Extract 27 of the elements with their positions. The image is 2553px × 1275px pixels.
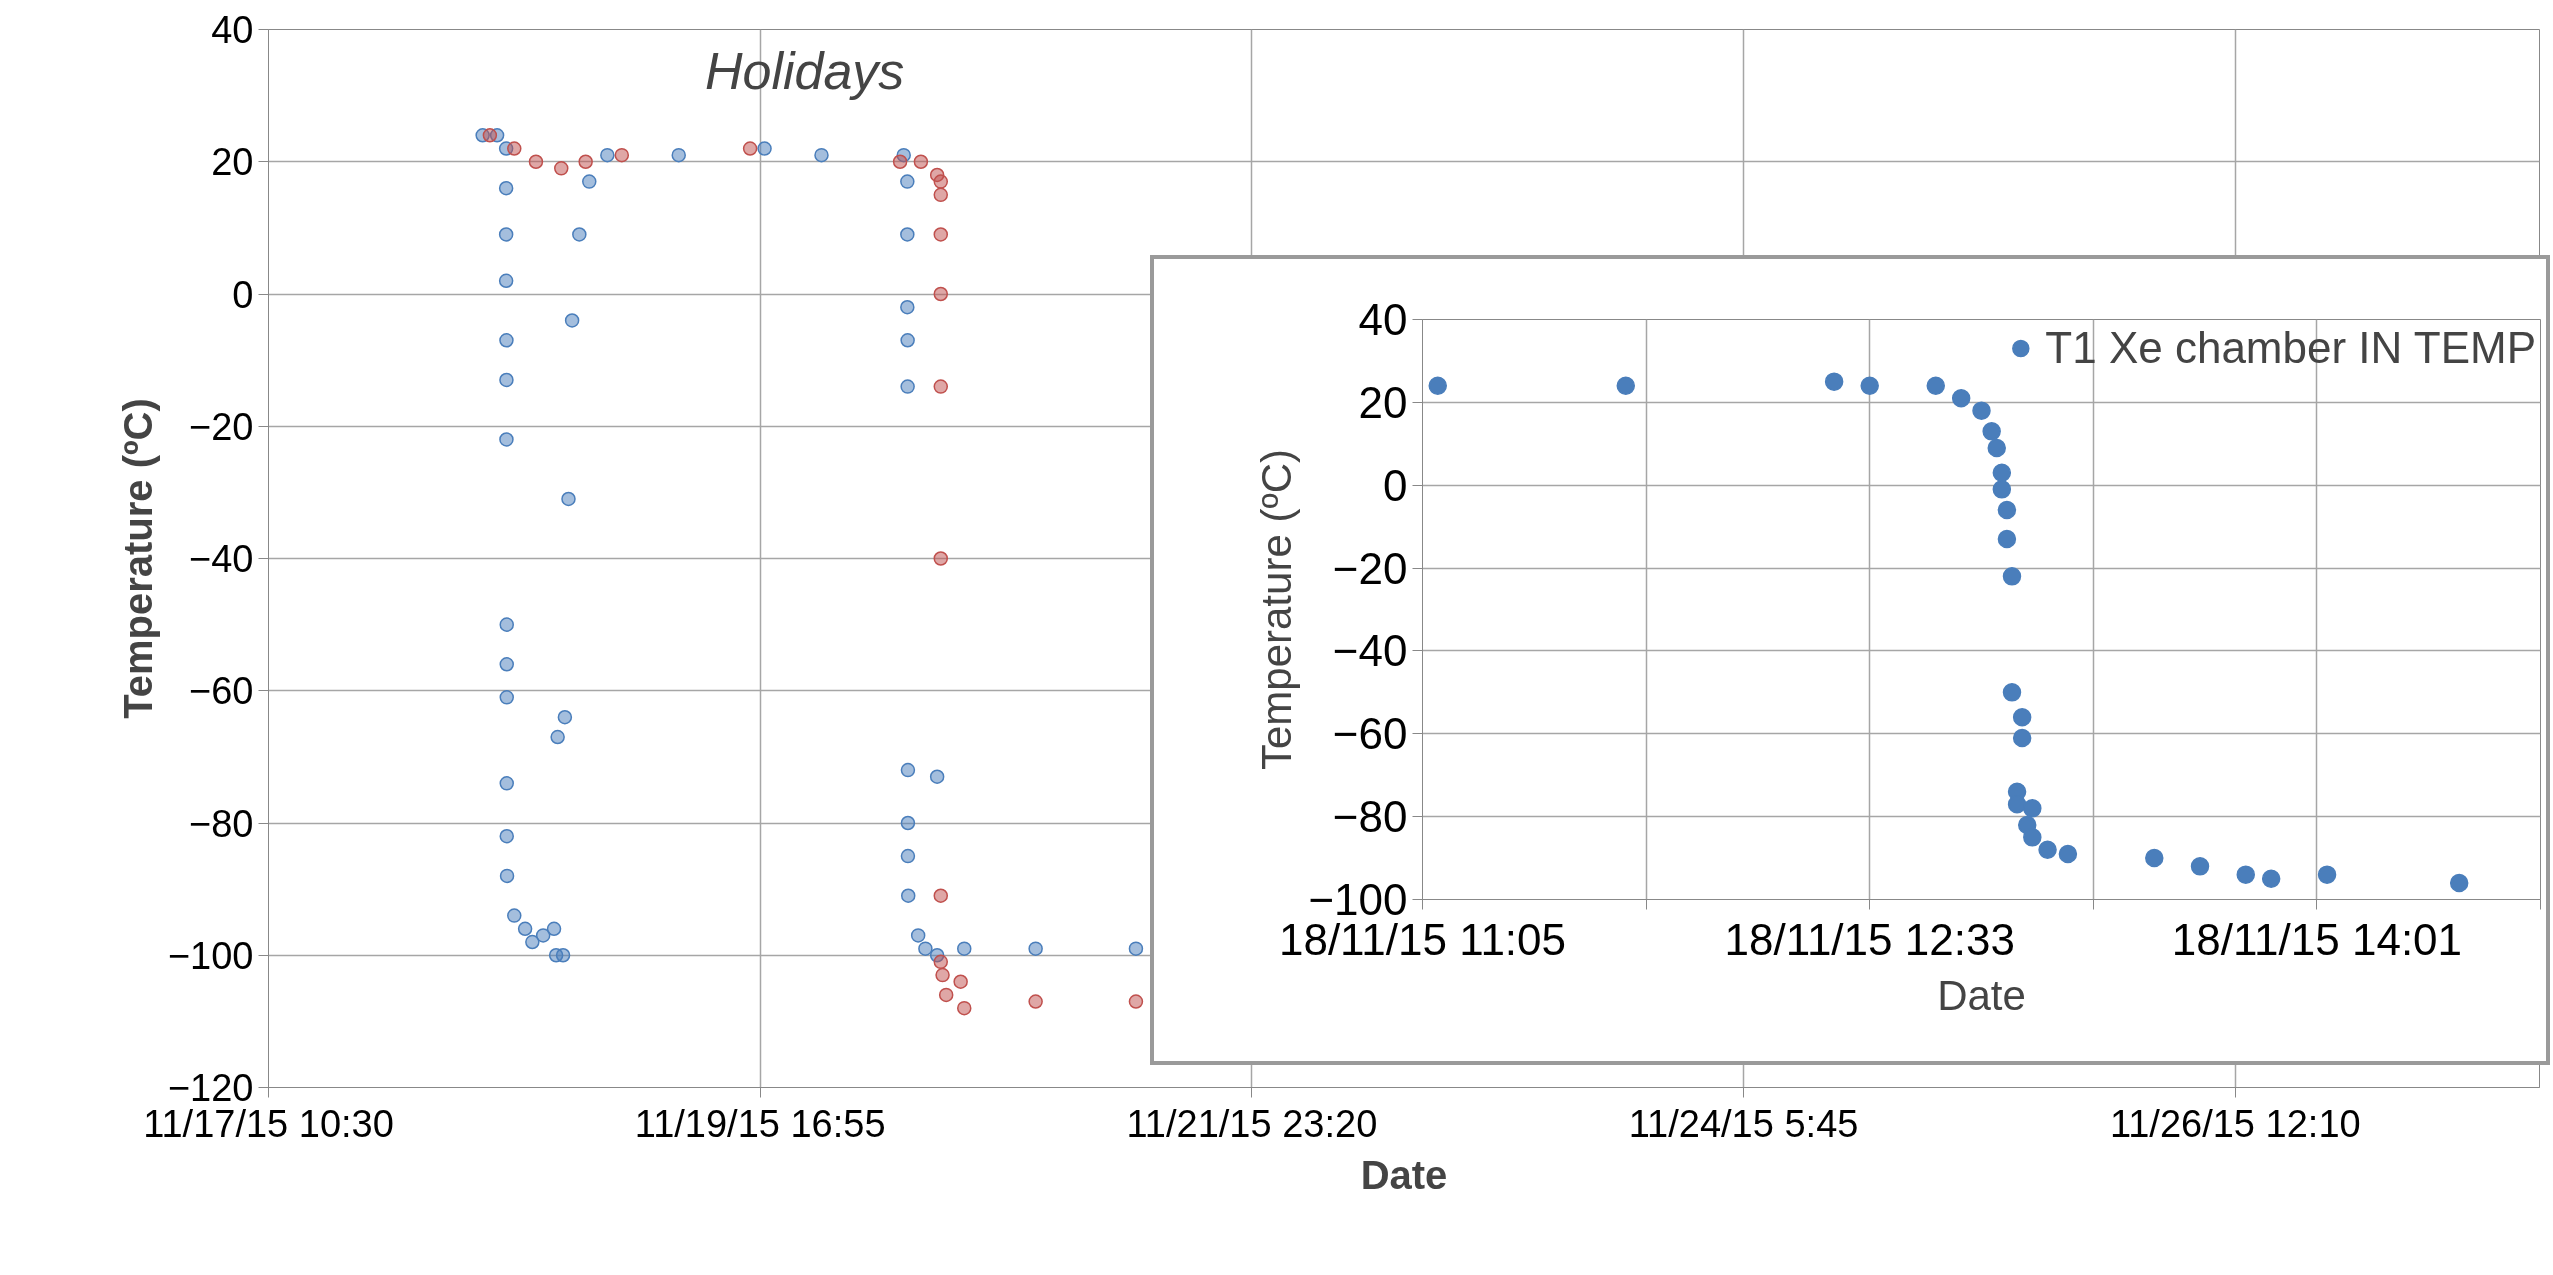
- y-tick-label: 20: [211, 141, 254, 184]
- y-tick-label: 40: [1358, 295, 1408, 344]
- y-tick-label: −20: [189, 405, 254, 448]
- y-tick-label: −40: [1332, 626, 1408, 676]
- y-tick-label: −20: [1332, 543, 1408, 593]
- y-tick-label: −80: [1332, 792, 1408, 842]
- x-tick-label: 18/11/15 12:33: [1724, 914, 2015, 964]
- x-tick-label: 11/26/15 12:10: [2109, 1102, 2361, 1145]
- y-tick-label: 0: [1383, 460, 1408, 510]
- y-tick-label: 40: [211, 9, 254, 51]
- x-axis-title: Date: [1937, 971, 2026, 1019]
- y-tick-label: −60: [189, 670, 254, 713]
- y-tick-label: 20: [1358, 377, 1408, 427]
- x-tick-label: 11/21/15 23:20: [1126, 1102, 1378, 1145]
- legend-label: T1 Xe chamber IN TEMP: [2045, 323, 2536, 373]
- annotation: Holidays: [704, 41, 905, 100]
- x-tick-label: 11/19/15 16:55: [634, 1102, 886, 1145]
- x-tick-label: 11/24/15 5:45: [1628, 1102, 1859, 1145]
- y-tick-label: −60: [1332, 709, 1408, 759]
- x-tick-label: 18/11/15 14:01: [2171, 914, 2463, 964]
- y-tick-label: −100: [167, 934, 254, 977]
- x-axis-title: Date: [1360, 1152, 1448, 1197]
- y-axis-title: Temperature (ºC): [115, 398, 160, 719]
- y-tick-label: −80: [189, 802, 254, 845]
- y-tick-label: 0: [232, 273, 254, 316]
- y-tick-label: −40: [189, 538, 254, 580]
- y-axis-title: Temperature (ºC): [1253, 448, 1301, 771]
